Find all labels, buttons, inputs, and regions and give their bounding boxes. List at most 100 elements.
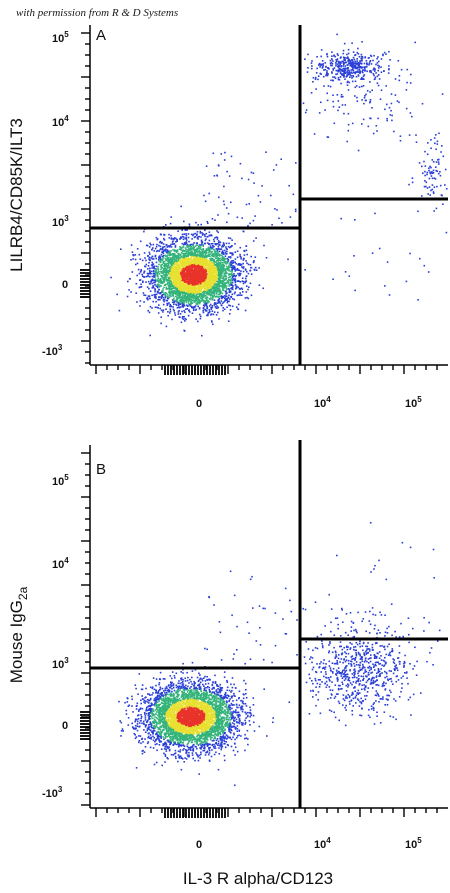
panel-a-event-dot bbox=[222, 279, 225, 282]
panel-a-event-dot bbox=[212, 279, 215, 281]
panel-a-event-dot bbox=[155, 268, 158, 271]
panel-a-event-dot bbox=[184, 237, 187, 240]
panel-a-event-dot bbox=[323, 69, 325, 71]
panel-a-event-dot bbox=[421, 195, 423, 197]
panel-a-event-dot bbox=[355, 62, 357, 64]
panel-a-event-dot bbox=[149, 290, 152, 292]
panel-a-event-dot bbox=[152, 258, 155, 260]
panel-a-event-dot bbox=[163, 281, 166, 283]
panel-a-event-dot bbox=[173, 280, 176, 283]
panel-a-event-dot bbox=[157, 299, 159, 301]
panel-a-event-dot bbox=[183, 253, 186, 255]
panel-a-event-dot bbox=[217, 311, 219, 314]
panel-a-event-dot bbox=[386, 117, 388, 120]
panel-a-event-dot bbox=[386, 103, 388, 106]
panel-a-event-dot bbox=[265, 151, 267, 153]
panel-a-event-dot bbox=[178, 293, 180, 295]
panel-a-event-dot bbox=[324, 68, 327, 71]
panel-a-event-dot bbox=[198, 285, 201, 288]
panel-a-event-dot bbox=[220, 153, 223, 155]
panel-a-event-dot bbox=[213, 302, 216, 304]
panel-a-event-dot bbox=[181, 263, 183, 265]
panel-a-event-dot bbox=[201, 280, 203, 283]
panel-a-event-dot bbox=[243, 249, 245, 252]
panel-a-event-dot bbox=[367, 125, 370, 128]
panel-a-event-dot bbox=[135, 263, 137, 266]
panel-a-event-dot bbox=[195, 265, 198, 268]
panel-a-event-dot bbox=[212, 271, 214, 274]
panel-a-event-dot bbox=[194, 260, 197, 263]
panel-a-event-dot bbox=[215, 295, 218, 298]
panel-a-event-dot bbox=[209, 261, 211, 264]
panel-a-event-dot bbox=[200, 236, 202, 238]
panel-a-event-dot bbox=[192, 245, 195, 248]
panel-a-event-dot bbox=[203, 273, 206, 276]
panel-a-event-dot bbox=[210, 254, 213, 257]
panel-a-event-dot bbox=[150, 281, 152, 283]
panel-a-event-dot bbox=[215, 302, 217, 304]
panel-a-event-dot bbox=[225, 271, 227, 274]
panel-a-event-dot bbox=[183, 302, 185, 305]
panel-a-event-dot bbox=[345, 61, 347, 64]
panel-a-event-dot bbox=[168, 246, 171, 248]
panel-a-event-dot bbox=[431, 184, 434, 186]
panel-a-event-dot bbox=[179, 261, 182, 264]
panel-a-event-dot bbox=[347, 52, 350, 55]
panel-a-event-dot bbox=[361, 55, 364, 58]
panel-a-event-dot bbox=[195, 269, 197, 271]
panel-a-event-dot bbox=[195, 254, 197, 257]
panel-a-event-dot bbox=[426, 171, 429, 174]
panel-a-event-dot bbox=[198, 277, 200, 280]
panel-a-event-dot bbox=[424, 150, 426, 153]
panel-a-event-dot bbox=[432, 192, 435, 195]
panel-a-event-dot bbox=[232, 253, 234, 256]
panel-a-event-dot bbox=[203, 260, 206, 263]
panel-a-event-dot bbox=[194, 300, 197, 302]
panel-a-event-dot bbox=[352, 63, 355, 66]
panel-a-event-dot bbox=[336, 60, 338, 63]
panel-a-event-dot bbox=[176, 265, 178, 267]
panel-a-event-dot bbox=[188, 294, 190, 296]
panel-a-event-dot bbox=[437, 159, 439, 161]
panel-a-event-dot bbox=[204, 265, 206, 267]
panel-a-event-dot bbox=[166, 271, 168, 273]
panel-a-event-dot bbox=[209, 310, 211, 313]
panel-a-event-dot bbox=[386, 261, 389, 263]
panel-a-event-dot bbox=[206, 255, 209, 257]
panel-a-event-dot bbox=[202, 311, 205, 314]
panel-a-event-dot bbox=[257, 194, 260, 197]
panel-a-event-dot bbox=[180, 262, 182, 265]
panel-a-event-dot bbox=[193, 251, 196, 253]
panel-a-event-dot bbox=[344, 69, 347, 71]
panel-a-event-dot bbox=[189, 284, 191, 286]
panel-a-event-dot bbox=[151, 255, 154, 258]
panel-a-event-dot bbox=[224, 282, 226, 284]
panel-a-event-dot bbox=[156, 285, 159, 288]
panel-a-event-dot bbox=[356, 66, 359, 68]
panel-a-event-dot bbox=[347, 69, 349, 71]
panel-a-event-dot bbox=[170, 267, 172, 270]
panel-a-event-dot bbox=[215, 267, 217, 269]
panel-a-event-dot bbox=[161, 282, 163, 284]
panel-a-event-dot bbox=[149, 267, 151, 270]
panel-a-event-dot bbox=[225, 287, 228, 289]
panel-a-event-dot bbox=[319, 66, 321, 68]
panel-a-event-dot bbox=[405, 107, 408, 110]
panel-a-event-dot bbox=[199, 273, 202, 275]
panel-a-event-dot bbox=[206, 249, 209, 252]
panel-a-event-dot bbox=[239, 292, 241, 294]
panel-a-event-dot bbox=[166, 274, 169, 277]
panel-a-event-dot bbox=[196, 303, 198, 305]
panel-a-event-dot bbox=[139, 305, 141, 307]
panel-a-event-dot bbox=[176, 260, 178, 263]
panel-a-event-dot bbox=[430, 139, 432, 141]
panel-a-event-dot bbox=[163, 234, 166, 236]
panel-a-event-dot bbox=[169, 275, 171, 278]
panel-a-event-dot bbox=[201, 295, 204, 297]
panel-a-event-dot bbox=[143, 272, 145, 274]
panel-a-event-dot bbox=[233, 298, 236, 301]
panel-a-event-dot bbox=[160, 285, 163, 287]
panel-a-event-dot bbox=[182, 245, 185, 248]
panel-a-event-dot bbox=[219, 272, 221, 274]
panel-a-event-dot bbox=[154, 289, 156, 291]
